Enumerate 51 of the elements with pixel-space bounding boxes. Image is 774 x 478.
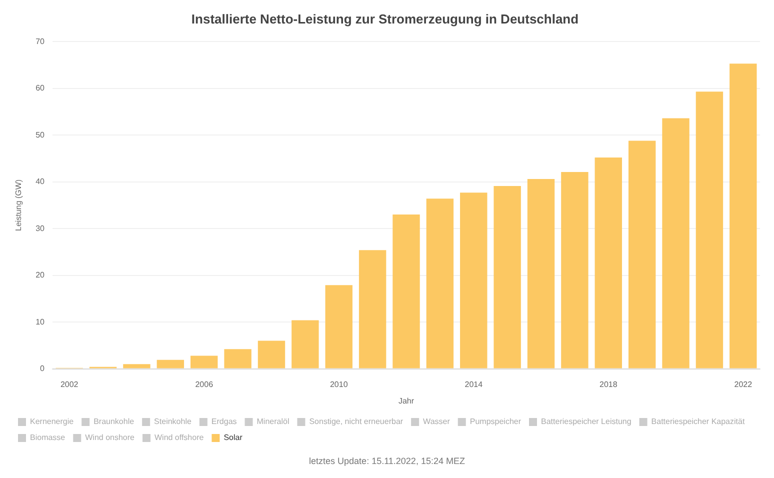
legend-label: Batteriespeicher Kapazität <box>651 417 746 426</box>
legend-label: Sonstige, nicht erneuerbar <box>309 417 404 426</box>
legend-label: Batteriespeicher Leistung <box>541 417 632 426</box>
bar <box>123 364 150 368</box>
bar <box>426 198 454 368</box>
bar <box>594 158 622 368</box>
y-tick-label: 70 <box>36 36 46 46</box>
bar <box>292 320 319 368</box>
legend-label: Wind offshore <box>154 433 204 442</box>
legend-label: Braunkohle <box>94 417 135 426</box>
x-tick-label: 2014 <box>464 380 484 389</box>
legend-label: Erdgas <box>211 417 237 426</box>
bar <box>730 64 757 368</box>
y-axis-title: Leistung (GW) <box>14 179 24 231</box>
y-tick-label: 0 <box>40 364 46 374</box>
bar <box>190 356 218 368</box>
bar <box>527 179 555 368</box>
y-tick-label: 10 <box>36 317 46 326</box>
bar <box>460 192 488 368</box>
x-tick-label: 2002 <box>60 380 79 389</box>
y-tick-label: 50 <box>36 130 46 140</box>
bar <box>392 214 420 368</box>
bar <box>156 360 184 368</box>
y-tick-label: 60 <box>36 84 46 93</box>
legend-label: Steinkohle <box>154 417 192 426</box>
legend-label: Pumpspeicher <box>470 417 522 426</box>
legend-label: Wind onshore <box>85 433 136 442</box>
bar <box>628 140 656 368</box>
bar <box>258 340 286 368</box>
legend-label: Kernenergie <box>30 417 74 426</box>
bar <box>224 349 252 368</box>
x-axis-title: Jahr <box>398 396 414 406</box>
bar <box>358 250 386 368</box>
bar <box>494 186 521 368</box>
x-tick-label: 2006 <box>195 380 214 389</box>
legend-label: Solar <box>224 433 243 442</box>
x-tick-label: 2018 <box>599 380 618 389</box>
chart-title: Installierte Netto-Leistung zur Stromerzeugung in Deutschland <box>191 11 579 26</box>
legend-label: Mineralöl <box>256 417 290 426</box>
x-tick-label: 2010 <box>330 380 348 389</box>
legend-label: Biomasse <box>30 433 66 442</box>
legend-label: Wasser <box>423 417 450 426</box>
y-tick-label: 30 <box>36 224 46 233</box>
bar <box>662 118 690 368</box>
y-tick-label: 20 <box>36 270 46 280</box>
bar <box>696 92 724 368</box>
text: letztes Update: 15.11.2022, 15:24 MEZ <box>308 456 466 466</box>
bar <box>561 172 588 368</box>
bar <box>325 285 352 368</box>
y-tick-label: 40 <box>36 177 46 186</box>
x-tick-label: 2022 <box>734 380 753 389</box>
